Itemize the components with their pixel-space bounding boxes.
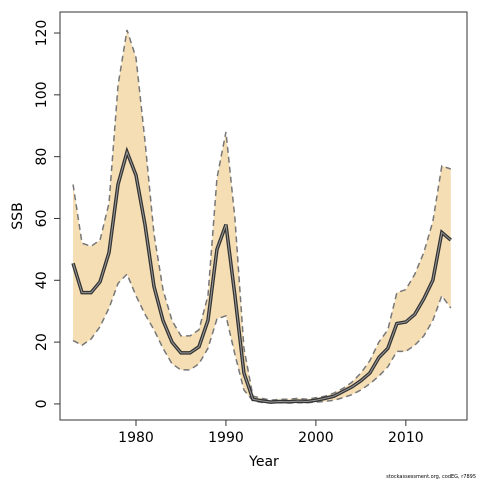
plot-frame bbox=[59, 11, 468, 421]
estimate-line-core bbox=[72, 150, 452, 403]
y-axis-label: SSB bbox=[10, 202, 26, 229]
x-axis-label: Year bbox=[248, 454, 279, 470]
upper-bound bbox=[72, 29, 452, 401]
footer: stockassessment.org, codEG, r7895 bbox=[386, 474, 476, 480]
y-tick-label: 60 bbox=[34, 210, 50, 228]
y-tick-label: 0 bbox=[34, 399, 50, 408]
confidence-band bbox=[73, 29, 451, 403]
x-tick-label: 2010 bbox=[388, 430, 424, 446]
x-tick-label: 1990 bbox=[208, 430, 244, 446]
y-tick-label: 40 bbox=[34, 271, 50, 289]
y-tick-label: 100 bbox=[34, 81, 50, 108]
y-tick-label: 80 bbox=[34, 148, 50, 166]
x-tick-label: 1980 bbox=[118, 430, 154, 446]
y-tick-label: 20 bbox=[34, 333, 50, 351]
x-tick-label: 2000 bbox=[298, 430, 334, 446]
y-tick-label: 120 bbox=[34, 20, 50, 47]
